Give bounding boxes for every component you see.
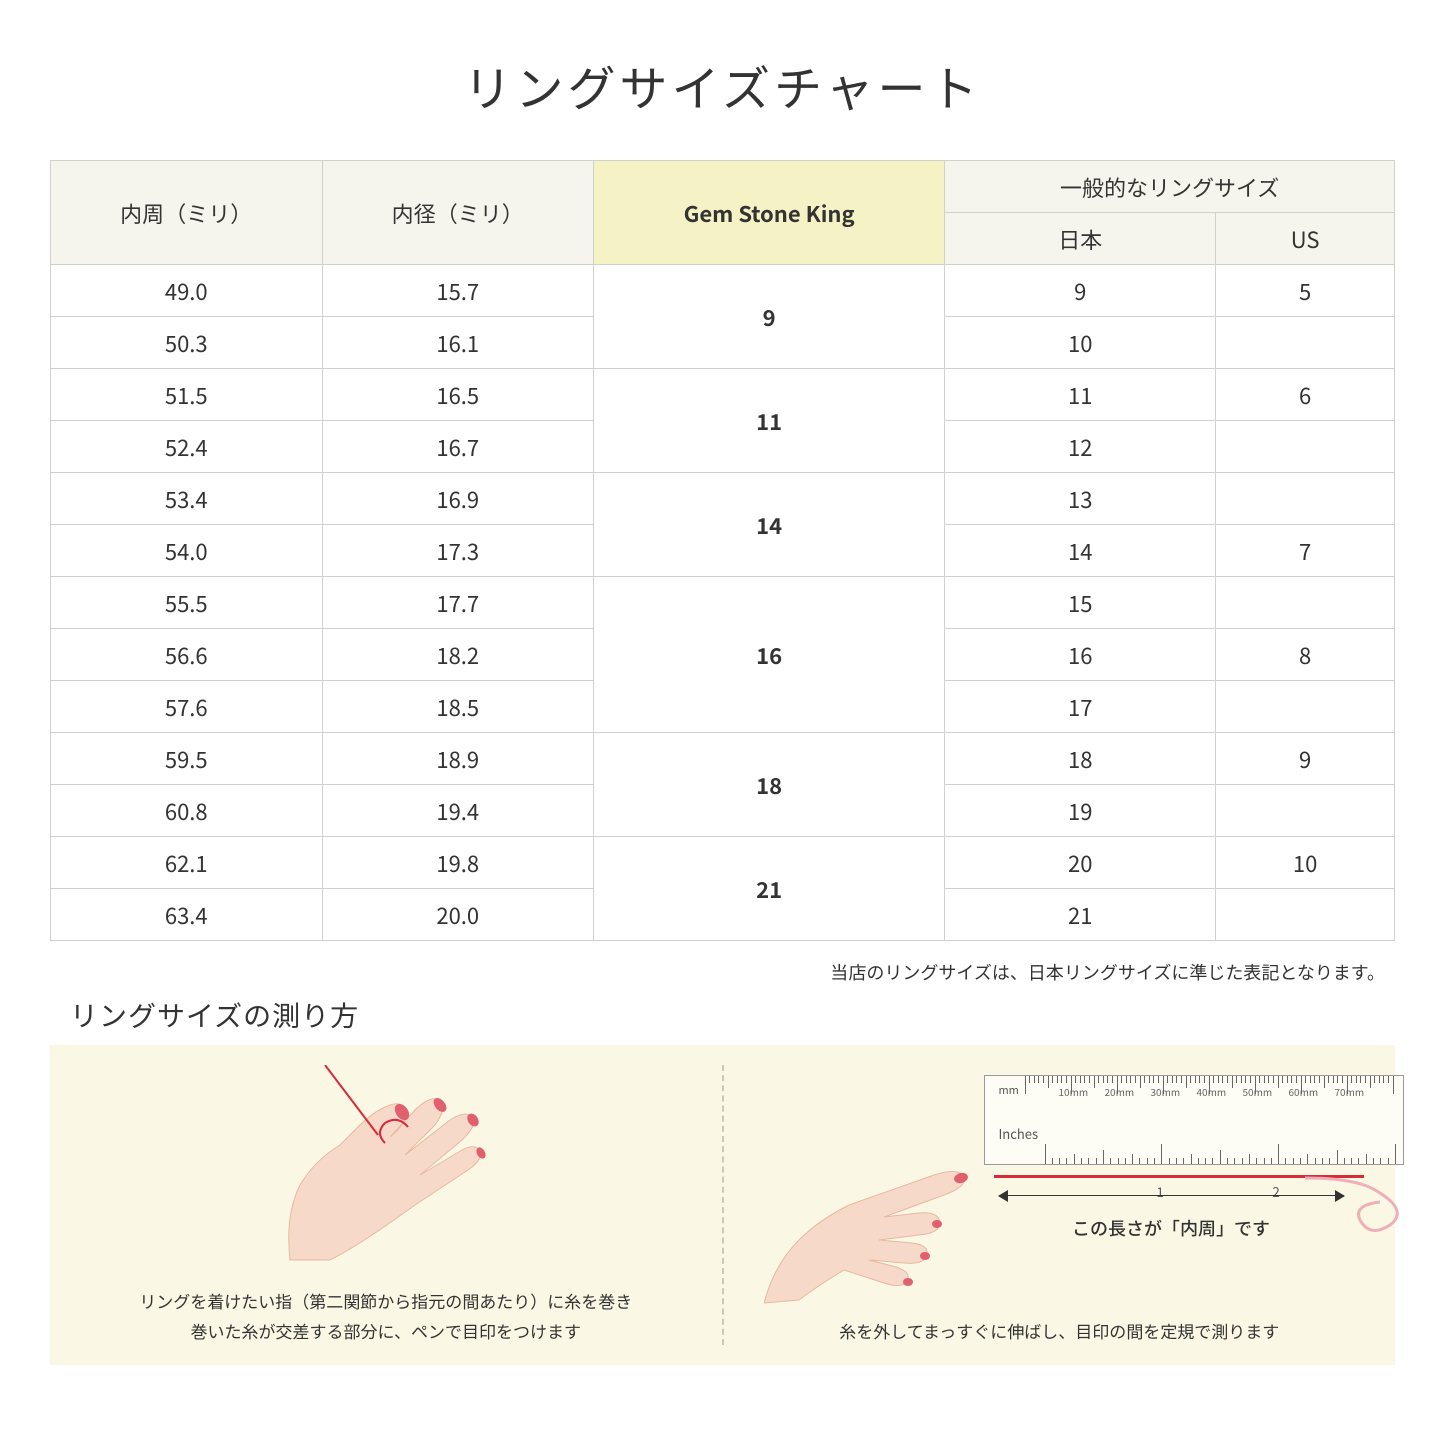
page-title: リングサイズチャート [50,50,1395,120]
header-general: 一般的なリングサイズ [945,161,1395,213]
table-row: 49.015.7995 [51,265,1395,317]
header-gsk: Gem Stone King [594,161,945,265]
table-row: 51.516.511116 [51,369,1395,421]
header-us: US [1216,213,1395,265]
chart-note: 当店のリングサイズは、日本リングサイズに準じた表記となります。 [50,959,1385,985]
measurement-arrow [999,1195,1344,1215]
table-row: 62.119.8212010 [51,837,1395,889]
header-circumference: 内周（ミリ） [51,161,323,265]
table-row: 59.518.918189 [51,733,1395,785]
table-row: 53.416.91413 [51,473,1395,525]
step1-caption: リングを着けたい指（第二関節から指元の間あたり）に糸を巻き 巻いた糸が交差する部… [50,1286,722,1347]
pointing-hand-icon [764,1145,1004,1305]
hand-with-thread-icon [230,1065,530,1265]
step2-caption: 糸を外してまっすぐに伸ばし、目印の間を定規で測ります [724,1316,1396,1347]
howto-panel: リングを着けたい指（第二関節から指元の間あたり）に糸を巻き 巻いた糸が交差する部… [50,1045,1395,1365]
header-diameter: 内径（ミリ） [322,161,594,265]
table-row: 55.517.71615 [51,577,1395,629]
header-jp: 日本 [945,213,1216,265]
arrow-label: この長さが「内周」です [999,1215,1344,1241]
howto-step-2: mm Inches 10mm20mm30mm40mm50mm60mm70mm 1… [724,1045,1396,1365]
ruler-icon: mm Inches 10mm20mm30mm40mm50mm60mm70mm 1… [984,1075,1404,1165]
howto-step-1: リングを着けたい指（第二関節から指元の間あたり）に糸を巻き 巻いた糸が交差する部… [50,1045,722,1365]
howto-title: リングサイズの測り方 [70,995,1395,1035]
size-chart-table: 内周（ミリ） 内径（ミリ） Gem Stone King 一般的なリングサイズ … [50,160,1395,941]
